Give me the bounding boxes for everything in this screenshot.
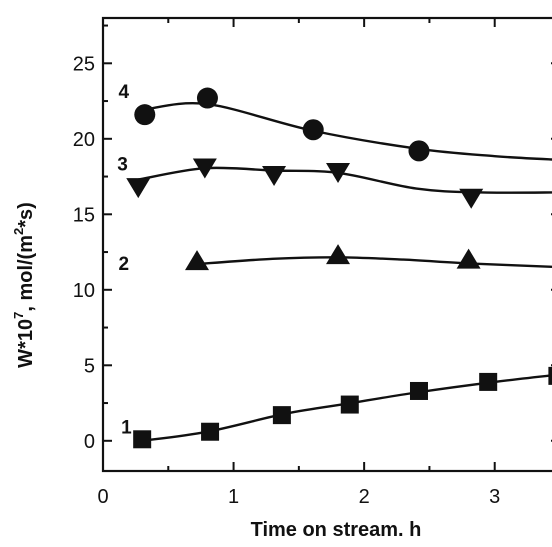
series-2-point bbox=[185, 250, 210, 271]
series-1-point bbox=[479, 372, 498, 391]
series-4-point bbox=[134, 104, 156, 126]
series-3-point bbox=[459, 188, 484, 209]
series-4-point bbox=[302, 119, 324, 141]
x-tick-label: 3 bbox=[489, 486, 500, 508]
series-3-point bbox=[192, 158, 217, 179]
y-tick-label: 10 bbox=[73, 280, 95, 302]
series-2-label: 2 bbox=[119, 254, 130, 275]
y-tick-label: 0 bbox=[84, 431, 95, 453]
series-4-point bbox=[408, 140, 430, 162]
y-tick-label: 15 bbox=[73, 204, 95, 226]
series-3-point bbox=[326, 163, 351, 184]
series-3-label: 3 bbox=[117, 155, 128, 176]
x-axis-title: Time on stream. h bbox=[251, 519, 422, 541]
series-3-point bbox=[126, 178, 151, 199]
series-2-point bbox=[456, 248, 481, 269]
series-1-point bbox=[201, 422, 220, 441]
series-1-point bbox=[409, 381, 428, 400]
x-tick-label: 0 bbox=[97, 486, 108, 508]
series-1-label: 1 bbox=[121, 417, 132, 438]
series-2-point bbox=[326, 244, 351, 265]
x-tick-label: 2 bbox=[359, 486, 370, 508]
series-4-line bbox=[144, 102, 552, 161]
series-1-point bbox=[272, 406, 291, 425]
series-4-point bbox=[196, 87, 218, 109]
y-tick-label: 25 bbox=[73, 53, 95, 75]
axis-ticks: 0 1 2 3 0 5 10 15 20 25 bbox=[73, 18, 552, 508]
series-3-point bbox=[262, 166, 287, 187]
series-1-point bbox=[548, 366, 552, 385]
series-labels: 1 2 3 4 bbox=[117, 82, 132, 438]
series-1-point bbox=[340, 395, 359, 414]
series-4-label: 4 bbox=[119, 82, 130, 103]
y-axis-title: W*107, mol/(m2*s) bbox=[11, 202, 37, 368]
series-markers bbox=[126, 87, 552, 449]
series-1-point bbox=[133, 430, 152, 449]
plot-border bbox=[101, 16, 552, 473]
y-tick-label: 20 bbox=[73, 129, 95, 151]
series-3-line bbox=[138, 166, 552, 194]
plot-frame bbox=[101, 16, 552, 473]
y-tick-label: 5 bbox=[84, 355, 95, 377]
x-tick-label: 1 bbox=[228, 486, 239, 508]
series-2-line bbox=[196, 256, 552, 268]
